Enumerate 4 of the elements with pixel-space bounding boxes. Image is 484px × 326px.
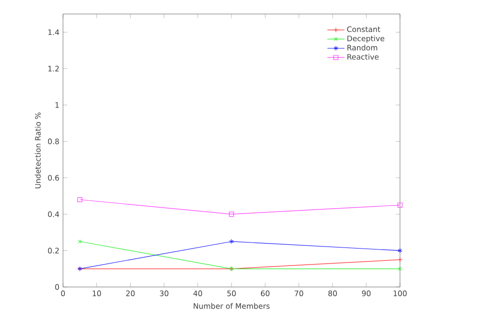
point	[77, 197, 82, 202]
point	[229, 212, 234, 217]
point	[397, 202, 402, 208]
point	[229, 238, 234, 244]
